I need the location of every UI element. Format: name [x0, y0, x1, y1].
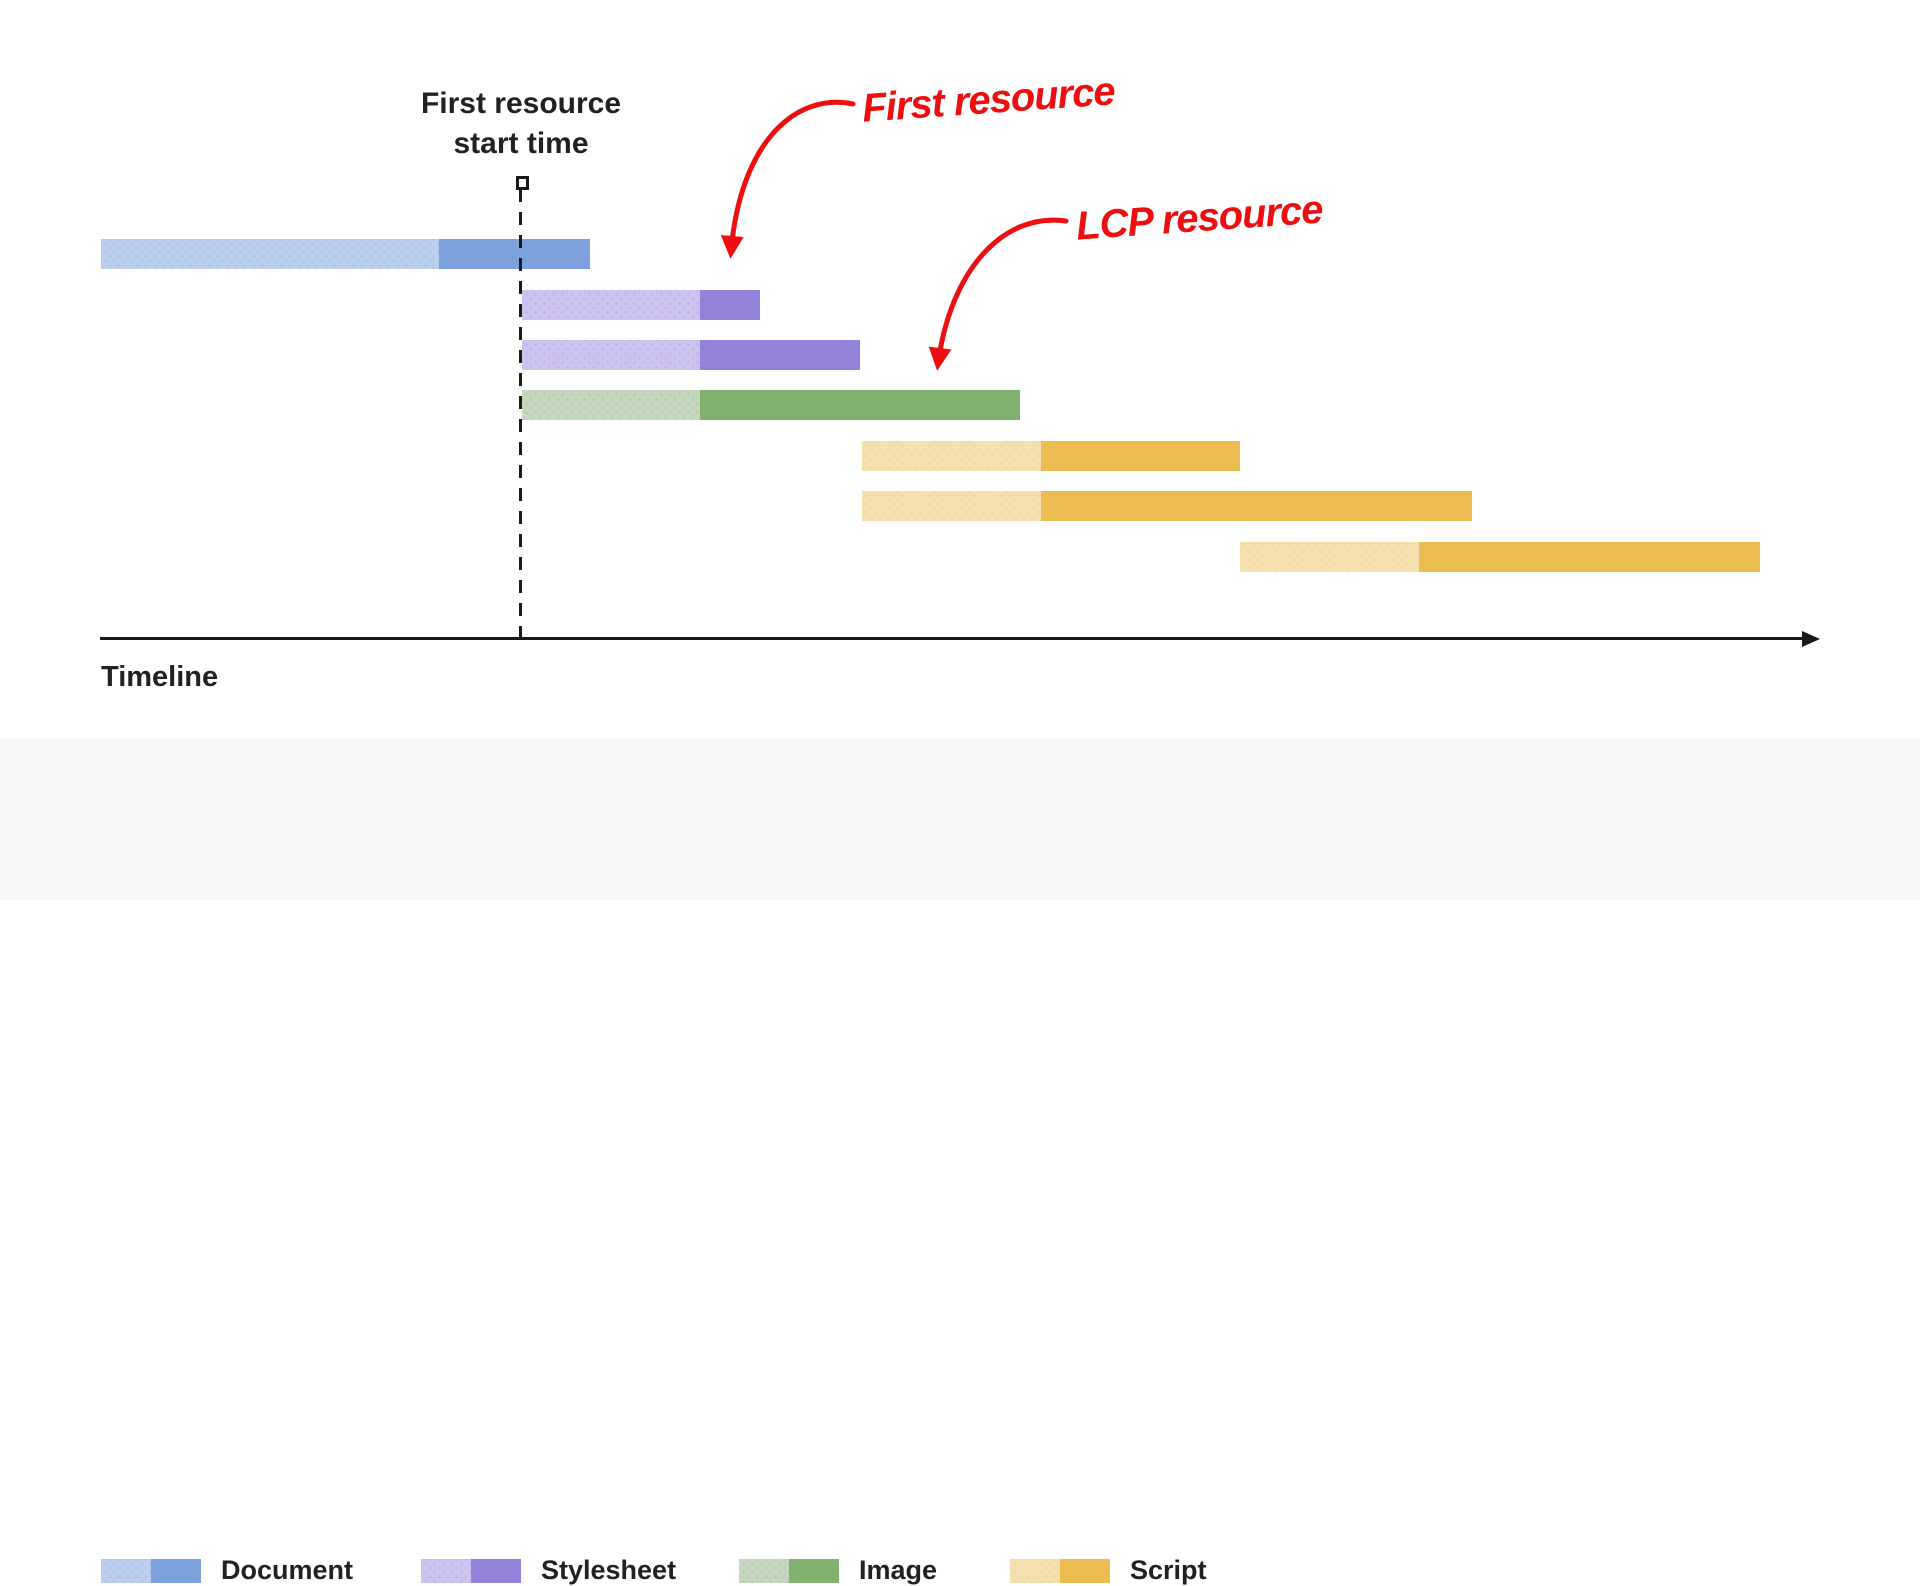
stylesheet-wait-segment — [522, 290, 700, 320]
legend-label-stylesheet: Stylesheet — [541, 1555, 677, 1585]
stylesheet-swatch-icon — [421, 1558, 521, 1583]
script-swatch-dark — [1060, 1558, 1110, 1583]
timeline-axis — [100, 637, 1804, 640]
document-wait-segment — [101, 239, 439, 269]
legend-item-image: Image — [739, 1555, 937, 1586]
legend-item-script: Script — [1010, 1555, 1207, 1586]
resource-bar-stylesheet — [522, 290, 760, 320]
resource-bar-document — [101, 239, 590, 269]
image-swatch-light — [739, 1558, 789, 1583]
title-line-1: First resource — [420, 87, 622, 120]
script-download-segment — [1041, 441, 1240, 471]
document-swatch-dark — [151, 1558, 201, 1583]
legend-item-stylesheet: Stylesheet — [421, 1555, 676, 1586]
legend-item-document: Document — [101, 1555, 353, 1586]
script-download-segment — [1419, 542, 1760, 572]
document-swatch-light — [101, 1558, 151, 1583]
script-wait-segment — [862, 491, 1041, 521]
resource-bar-image — [522, 390, 1020, 420]
stylesheet-wait-segment — [522, 340, 700, 370]
script-swatch-light — [1010, 1558, 1060, 1583]
resource-bar-stylesheet — [522, 340, 860, 370]
resource-bar-script — [1240, 542, 1760, 572]
legend-label-document: Document — [221, 1555, 354, 1585]
legend-label-image: Image — [859, 1555, 938, 1585]
script-wait-segment — [1240, 542, 1419, 572]
script-swatch-icon — [1010, 1558, 1110, 1583]
lcp-waterfall-diagram: First resource start time First resource… — [100, 69, 1820, 1585]
image-swatch-icon — [739, 1558, 839, 1583]
resource-bar-script — [862, 491, 1472, 521]
title-line-2: start time — [453, 127, 589, 160]
image-download-segment — [700, 390, 1020, 420]
first-resource-start-time-label: First resource start time — [421, 84, 621, 164]
stylesheet-download-segment — [700, 290, 760, 320]
resource-bar-script — [862, 441, 1240, 471]
timeline-axis-arrowhead-icon — [1802, 630, 1820, 647]
stylesheet-swatch-dark — [471, 1558, 521, 1583]
document-swatch-icon — [101, 1558, 201, 1583]
stylesheet-download-segment — [700, 340, 860, 370]
waterfall-bars — [101, 239, 1760, 572]
start-time-dashed-line — [519, 189, 522, 640]
script-wait-segment — [862, 441, 1041, 471]
legend-label-script: Script — [1130, 1555, 1207, 1585]
stylesheet-swatch-light — [421, 1558, 471, 1583]
start-time-marker-icon — [516, 176, 529, 190]
image-swatch-dark — [789, 1558, 839, 1583]
timeline-label: Timeline — [101, 661, 219, 693]
script-download-segment — [1041, 491, 1472, 521]
image-wait-segment — [522, 390, 700, 420]
document-download-segment — [439, 239, 590, 269]
